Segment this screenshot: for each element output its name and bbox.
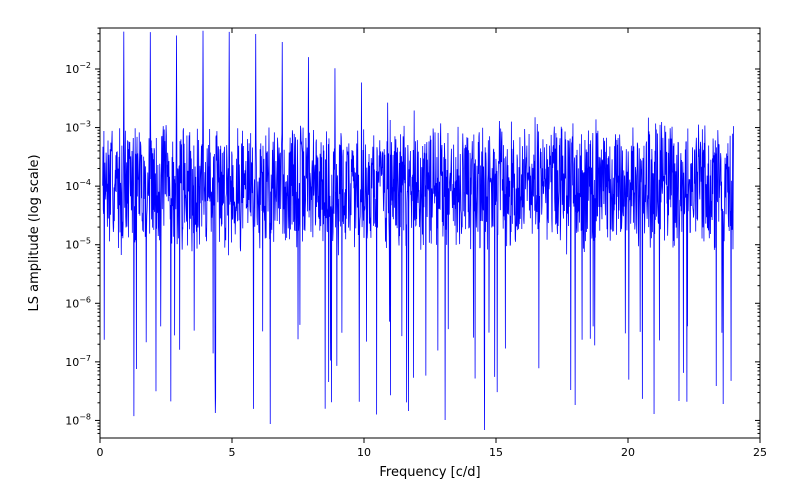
x-tick-label: 5 bbox=[229, 446, 236, 459]
x-tick-label: 15 bbox=[489, 446, 503, 459]
amplitude-series bbox=[103, 31, 734, 430]
y-tick-label: 10−3 bbox=[65, 120, 91, 135]
y-tick-label: 10−6 bbox=[65, 295, 91, 310]
y-tick-label: 10−2 bbox=[65, 61, 91, 76]
x-axis-label: Frequency [c/d] bbox=[379, 465, 480, 480]
x-tick-label: 10 bbox=[357, 446, 371, 459]
y-tick-label: 10−4 bbox=[65, 178, 91, 193]
y-tick-label: 10−7 bbox=[65, 354, 91, 369]
plot-frame bbox=[100, 28, 760, 438]
periodogram-chart: 0510152025 10−810−710−610−510−410−310−2 … bbox=[0, 0, 800, 500]
x-tick-label: 25 bbox=[753, 446, 767, 459]
chart-container: 0510152025 10−810−710−610−510−410−310−2 … bbox=[0, 0, 800, 500]
x-tick-label: 0 bbox=[97, 446, 104, 459]
y-tick-label: 10−5 bbox=[65, 237, 91, 252]
y-axis-ticks: 10−8 10−7 10−6 10−5 10−4 10−3 10−2 bbox=[65, 28, 760, 433]
y-axis-label: LS amplitude (log scale) bbox=[27, 154, 42, 311]
x-tick-label: 20 bbox=[621, 446, 635, 459]
y-tick-label: 10−8 bbox=[65, 412, 91, 427]
